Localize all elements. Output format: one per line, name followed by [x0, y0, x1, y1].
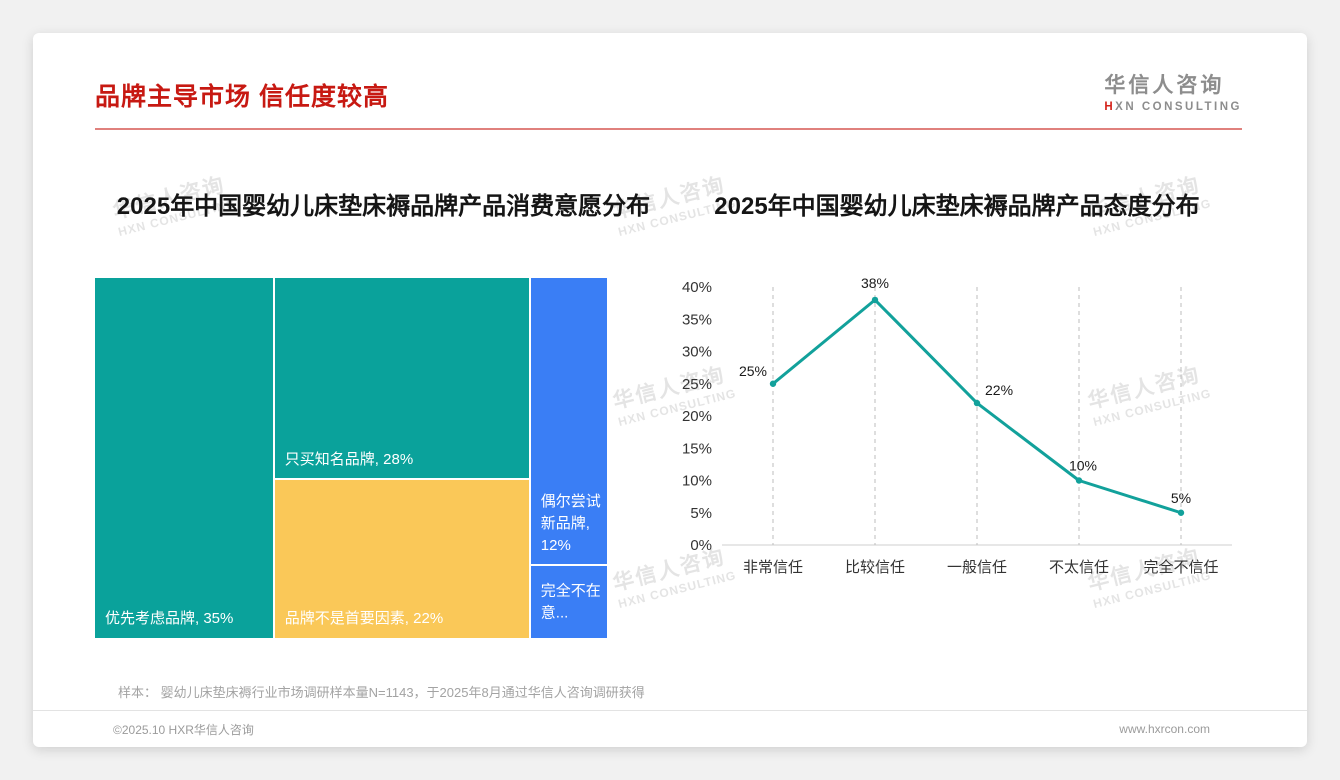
slide-content: 品牌主导市场 信任度较高 2025年中国婴幼儿床垫床褥品牌产品消费意愿分布 优先… — [33, 33, 1307, 638]
x-category-label: 一般信任 — [947, 559, 1007, 576]
charts-row: 2025年中国婴幼儿床垫床褥品牌产品消费意愿分布 优先考虑品牌, 35% 只买知名… — [95, 186, 1242, 638]
treemap-block-label: 品牌不是首要因素, 22% — [284, 610, 444, 628]
treemap-block: 只买知名品牌, 28% — [274, 278, 529, 479]
sample-note: 样本： 婴幼儿床垫床褥行业市场调研样本量N=1143，于2025年8月通过华信人… — [118, 685, 645, 700]
treemap-block: 品牌不是首要因素, 22% — [274, 480, 529, 638]
logo-english-name: HXN CONSULTING — [1104, 101, 1242, 113]
data-point — [973, 399, 981, 407]
treemap-column: 只买知名品牌, 28% 品牌不是首要因素, 22% — [274, 278, 529, 638]
treemap-block: 偶尔尝试新品牌, 12% — [530, 278, 607, 565]
y-tick-label: 35% — [682, 311, 712, 328]
title-underline — [95, 128, 1242, 130]
logo-accent-letter: H — [1104, 101, 1116, 113]
treemap-column: 优先考虑品牌, 35% — [95, 278, 273, 638]
page-footer: ©2025.10 HXR华信人咨询 www.hxrcon.com — [33, 710, 1307, 747]
treemap-chart: 优先考虑品牌, 35% 只买知名品牌, 28% 品牌不是首要因素, 22% 偶尔尝试新… — [95, 278, 607, 638]
x-category-label: 不太信任 — [1049, 559, 1109, 576]
treemap-block-label: 完全不在意... — [540, 582, 601, 622]
company-logo: 华信人咨询 HXN CONSULTING — [1104, 69, 1242, 113]
data-point-label: 5% — [1171, 490, 1191, 506]
y-tick-label: 15% — [682, 440, 712, 457]
y-tick-label: 0% — [690, 537, 712, 554]
treemap-column: 偶尔尝试新品牌, 12% 完全不在意... — [530, 278, 607, 638]
data-point-label: 25% — [739, 363, 767, 379]
treemap-block: 完全不在意... — [530, 566, 607, 638]
data-point — [769, 380, 777, 387]
treemap-block-label: 只买知名品牌, 28% — [284, 450, 414, 468]
treemap-block-label: 优先考虑品牌, 35% — [105, 610, 234, 628]
treemap-block-label: 偶尔尝试新品牌, 12% — [540, 493, 601, 554]
y-tick-label: 20% — [682, 408, 712, 425]
y-tick-label: 40% — [682, 279, 712, 296]
data-point — [871, 296, 879, 304]
logo-chinese-name: 华信人咨询 — [1104, 74, 1225, 97]
treemap-section: 2025年中国婴幼儿床垫床褥品牌产品消费意愿分布 优先考虑品牌, 35% 只买知名… — [95, 186, 672, 638]
data-point — [1075, 477, 1083, 484]
data-point-label: 38% — [861, 275, 889, 291]
y-tick-label: 5% — [690, 505, 712, 522]
website-url: www.hxrcon.com — [1119, 722, 1210, 736]
y-tick-label: 10% — [682, 473, 712, 490]
y-tick-label: 25% — [682, 376, 712, 393]
x-category-label: 完全不信任 — [1143, 558, 1218, 576]
line-chart-title: 2025年中国婴幼儿床垫床褥品牌产品态度分布 — [714, 193, 1200, 220]
line-chart: 0% 5% 10% 15% 20% 25% 30% 35% 40% 非常信任 比较信任 一般信任 不太信… — [682, 275, 1232, 576]
x-category-label: 比较信任 — [845, 558, 905, 576]
x-category-label: 非常信任 — [743, 559, 803, 576]
line-chart-section: 2025年中国婴幼儿床垫床褥品牌产品态度分布 0% 5% 10% 15% 20% 25% 3… — [672, 186, 1242, 638]
data-point — [1177, 509, 1185, 516]
data-point-label: 10% — [1069, 458, 1097, 474]
logo-english-rest: XN CONSULTING — [1115, 101, 1242, 113]
slide-card: 华信人咨询 HXN CONSULTING 华信人咨询 HXN CONSULTING 华信… — [33, 33, 1307, 747]
page-title: 品牌主导市场 信任度较高 — [95, 83, 389, 111]
treemap-block: 优先考虑品牌, 35% — [95, 278, 273, 638]
treemap-chart-title: 2025年中国婴幼儿床垫床褥品牌产品消费意愿分布 — [116, 193, 651, 220]
data-point-label: 22% — [985, 382, 1013, 398]
y-tick-label: 30% — [682, 344, 712, 361]
copyright-text: ©2025.10 HXR华信人咨询 — [113, 722, 254, 737]
